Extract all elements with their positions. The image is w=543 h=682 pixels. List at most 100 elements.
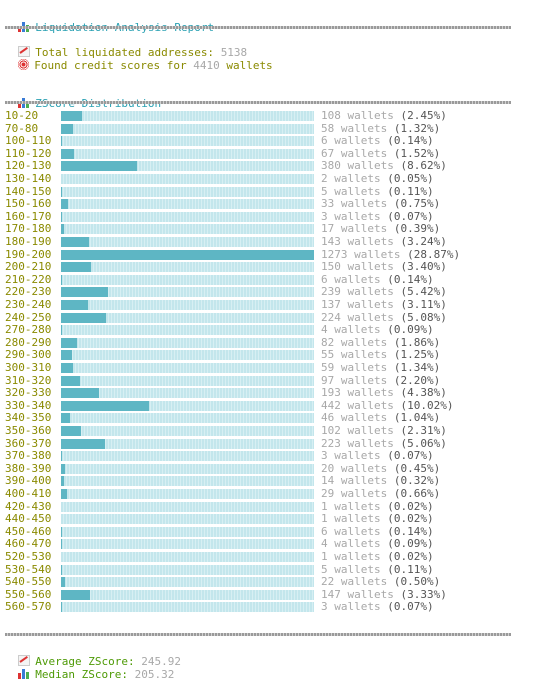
wallet-count: 20 — [321, 461, 335, 475]
wallet-count: 5 — [321, 184, 328, 198]
wallets-word: wallets — [340, 398, 401, 412]
bar-track — [61, 300, 314, 310]
bar-track — [61, 552, 314, 562]
bar-fill — [61, 489, 67, 499]
wallet-count: 380 — [321, 159, 341, 173]
bar-fill — [61, 375, 80, 386]
wallet-percent: (0.66%) — [393, 487, 441, 500]
wallet-count: 17 — [321, 222, 335, 236]
median-value: 205.32 — [134, 668, 175, 681]
bar-track — [61, 426, 314, 436]
bar-fill — [61, 602, 62, 613]
bar-track — [61, 350, 314, 361]
average-label: Average ZScore: — [35, 655, 142, 668]
count-label: 3 wallets (0.07%) — [321, 209, 434, 224]
average-line: Average ZScore: 245.92 — [5, 641, 181, 668]
wallet-percent: (0.32%) — [393, 474, 441, 488]
count-label: 58 wallets (1.32%) — [321, 122, 440, 136]
distribution-row: 110-120 67 wallets (1.52%) — [5, 146, 525, 161]
wallet-count: 150 — [321, 260, 341, 274]
bar-chart-icon — [18, 668, 30, 679]
count-label: 20 wallets (0.45%) — [321, 461, 440, 476]
count-label: 97 wallets (2.20%) — [321, 373, 441, 388]
wallets-word: wallets — [327, 323, 388, 337]
count-label: 22 wallets (0.50%) — [321, 575, 440, 589]
wallet-percent: (2.20%) — [393, 373, 441, 387]
range-label: 550-560 — [5, 587, 52, 601]
credit-scores-value: 4410 — [193, 59, 220, 72]
wallet-percent: (1.25%) — [393, 348, 441, 362]
wallet-count: 193 — [321, 386, 341, 400]
bar-fill — [61, 539, 62, 550]
bar-track — [61, 514, 314, 525]
distribution-row: 270-280 4 wallets (0.09%) — [5, 323, 525, 337]
wallet-count: 59 — [321, 361, 335, 374]
wallets-word: wallets — [340, 159, 401, 173]
wallets-word: wallets — [340, 436, 401, 450]
wallets-word: wallets — [334, 461, 394, 475]
range-label: 100-110 — [5, 134, 52, 148]
distribution-row: 420-430 1 wallets (0.02%) — [5, 499, 525, 514]
wallets-word: wallets — [327, 537, 388, 551]
bar-track — [61, 602, 314, 613]
wallet-count: 55 — [321, 348, 335, 362]
wallet-percent: (1.04%) — [393, 411, 441, 425]
distribution-row: 310-320 97 wallets (2.20%) — [5, 373, 525, 388]
bar-fill — [61, 211, 62, 222]
range-label: 140-150 — [5, 184, 52, 198]
wallet-percent: (0.39%) — [393, 222, 441, 236]
wallet-percent: (3.11%) — [400, 298, 447, 311]
wallet-percent: (0.75%) — [393, 197, 441, 211]
wallets-word: wallets — [340, 587, 401, 601]
divider-top — [5, 26, 511, 29]
wallet-percent: (3.33%) — [400, 587, 447, 601]
distribution-row: 460-470 4 wallets (0.09%) — [5, 538, 525, 551]
bar-track — [61, 476, 314, 487]
count-label: 108 wallets (2.45%) — [321, 109, 447, 123]
count-label: 17 wallets (0.39%) — [321, 223, 440, 236]
wallet-percent: (1.34%) — [393, 361, 441, 374]
bar-fill — [61, 300, 88, 310]
distribution-row: 440-450 1 wallets (0.02%) — [5, 512, 525, 526]
range-label: 420-430 — [5, 499, 52, 513]
distribution-row: 10-20 108 wallets (2.45%) — [5, 109, 525, 123]
bar-track — [61, 224, 314, 235]
distribution-row: 540-550 22 wallets (0.50%) — [5, 575, 525, 589]
distribution-row: 180-190 143 wallets (3.24%) — [5, 235, 525, 249]
count-label: 193 wallets (4.38%) — [321, 386, 447, 400]
count-label: 6 wallets (0.14%) — [321, 524, 434, 539]
bar-fill — [61, 325, 62, 336]
bar-track — [61, 400, 314, 411]
count-label: 1 wallets (0.02%) — [321, 512, 434, 526]
wallet-count: 3 — [321, 209, 328, 223]
wallet-count: 6 — [321, 524, 328, 538]
bar-fill — [61, 476, 64, 487]
range-label: 240-250 — [5, 310, 52, 324]
distribution-row: 220-230 239 wallets (5.42%) — [5, 286, 525, 299]
bar-fill — [61, 237, 89, 247]
total-addresses-value: 5138 — [220, 46, 248, 59]
wallets-word: wallets — [327, 600, 388, 614]
distribution-row: 350-360 102 wallets (2.31%) — [5, 424, 525, 438]
bar-track — [61, 501, 314, 512]
distribution-row: 390-400 14 wallets (0.32%) — [5, 475, 525, 488]
range-label: 360-370 — [5, 436, 52, 450]
wallet-count: 1 — [321, 499, 328, 513]
bar-track — [61, 111, 314, 121]
bar-track — [61, 413, 314, 424]
bar-fill — [61, 577, 65, 588]
wallet-count: 67 — [321, 146, 335, 160]
wallet-percent: (0.11%) — [387, 562, 434, 576]
bar-track — [61, 148, 314, 159]
wallets-word: wallets — [327, 562, 388, 576]
bar-track — [61, 136, 314, 147]
wallets-word: wallets — [347, 247, 408, 261]
range-label: 530-540 — [5, 562, 52, 576]
wallets-word: wallets — [340, 386, 401, 400]
range-label: 440-450 — [5, 512, 52, 526]
wallet-count: 137 — [321, 298, 341, 311]
bar-fill — [61, 388, 99, 399]
wallet-percent: (0.05%) — [387, 172, 434, 185]
median-line: Median ZScore: 205.32 — [5, 654, 174, 681]
range-label: 310-320 — [5, 373, 52, 387]
